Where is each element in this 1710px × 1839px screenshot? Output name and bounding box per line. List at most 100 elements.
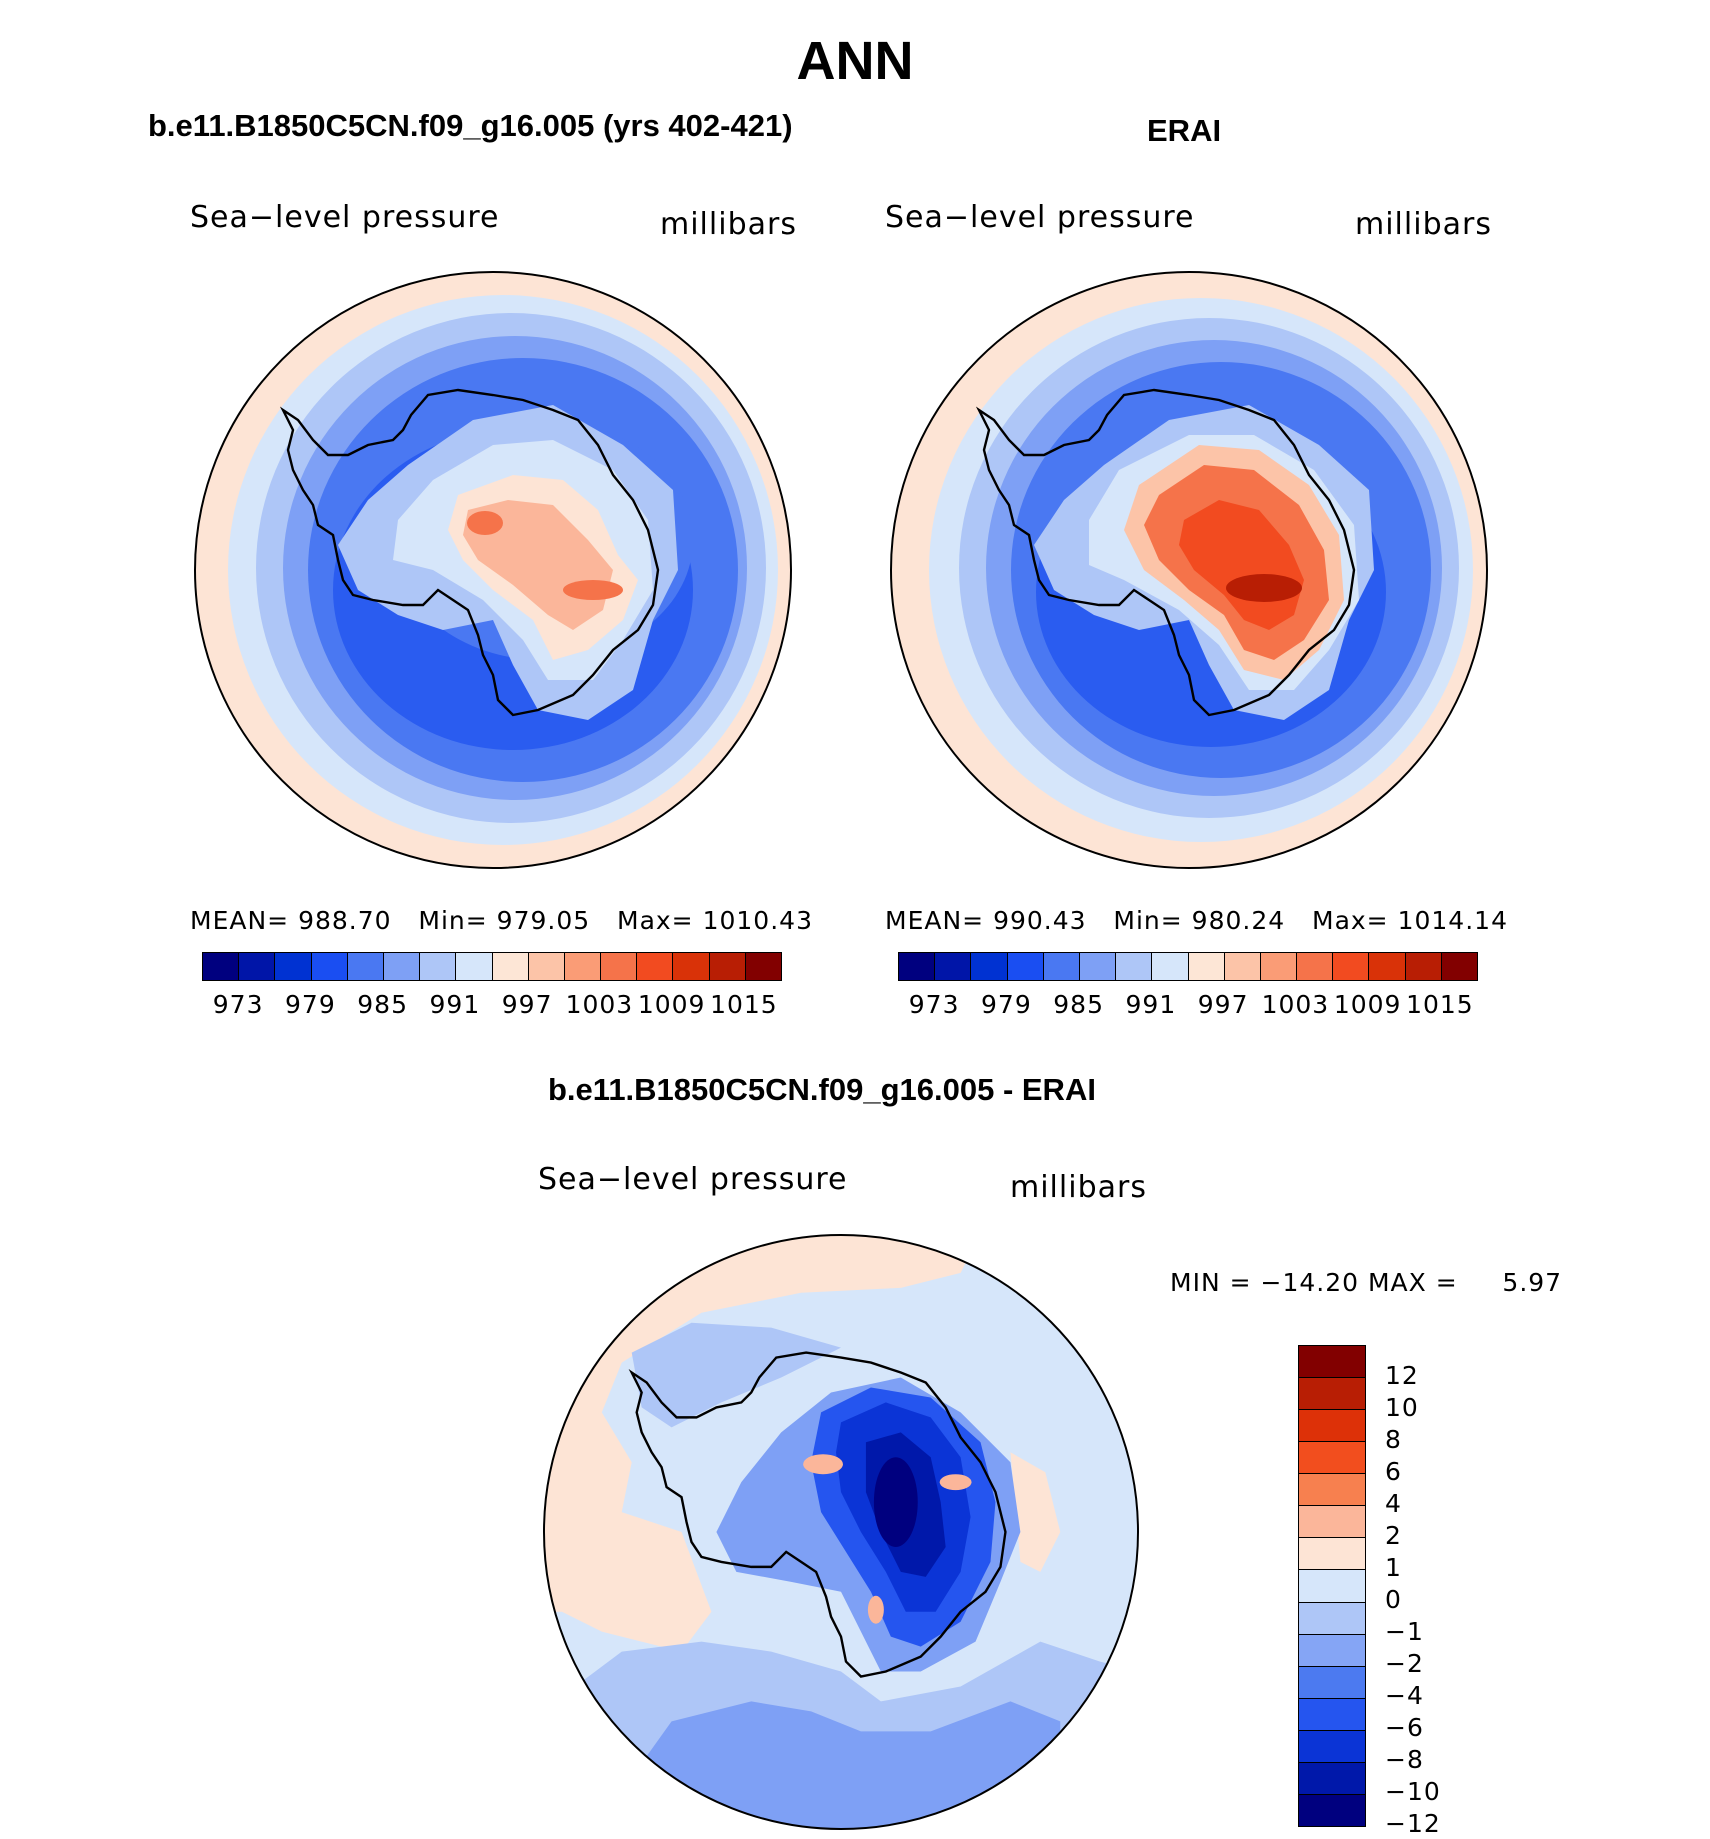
colorbar-swatch xyxy=(1116,953,1153,980)
colorbar-tick-label: 991 xyxy=(1125,990,1177,1019)
model-units-label: millibars xyxy=(660,207,797,242)
colorbar-swatch xyxy=(1405,953,1442,980)
colorbar-swatch xyxy=(1188,953,1225,980)
colorbar-swatch xyxy=(1299,1506,1365,1539)
high-pressure-max xyxy=(1226,574,1302,602)
diff-min-value: −14.20 xyxy=(1260,1268,1360,1297)
obs-max-label: Max= xyxy=(1312,906,1389,935)
map-boundary xyxy=(194,271,792,869)
positive-anomaly xyxy=(803,1454,843,1475)
colorbar-swatch xyxy=(1299,1698,1365,1731)
colorbar-swatch xyxy=(383,953,421,980)
colorbar-tick-label: 1015 xyxy=(710,990,778,1019)
antarctica-coastline xyxy=(628,1351,1007,1678)
negative-anomaly xyxy=(631,1322,841,1428)
colorbar-swatch xyxy=(1299,1762,1365,1795)
positive-anomaly xyxy=(939,1474,972,1491)
colorbar-swatch xyxy=(601,953,638,980)
colorbar-tick-label: −8 xyxy=(1385,1745,1424,1774)
colorbar-swatch xyxy=(935,953,972,980)
colorbar-tick-label: 1003 xyxy=(565,990,634,1019)
model-panel-title: b.e11.B1850C5CN.f09_g16.005 (yrs 402-421… xyxy=(148,108,793,143)
obs-units-label: millibars xyxy=(1355,207,1492,242)
colorbar-swatch xyxy=(456,953,493,980)
model-stats: MEAN= 988.70 Min= 979.05 Max= 1010.43 xyxy=(190,906,813,935)
colorbar-swatch xyxy=(1299,1346,1365,1379)
colorbar-tick-label: −4 xyxy=(1385,1681,1424,1710)
colorbar-swatch xyxy=(239,953,276,980)
diff-polar-map xyxy=(542,1233,1140,1831)
colorbar-tick-label: 0 xyxy=(1385,1585,1402,1614)
colorbar-tick-label: 1015 xyxy=(1406,990,1474,1019)
colorbar-tick-label: −12 xyxy=(1385,1809,1441,1838)
negative-anomaly xyxy=(621,1701,1061,1830)
colorbar-tick-label: 985 xyxy=(357,990,408,1019)
colorbar-swatch xyxy=(1299,1666,1365,1699)
antarctica-coastline xyxy=(975,388,1356,717)
colorbar-tick-label: 2 xyxy=(1385,1521,1402,1550)
model-colorbar-ticks: 973 979 985 991 997 1003 1009 1015 xyxy=(202,990,780,1020)
model-max-label: Max= xyxy=(617,906,694,935)
colorbar-swatch xyxy=(1441,953,1477,980)
obs-min-label: Min= xyxy=(1113,906,1183,935)
colorbar-swatch xyxy=(1079,953,1117,980)
model-polar-map xyxy=(194,271,792,869)
colorbar-swatch xyxy=(745,953,781,980)
model-max-value: 1010.43 xyxy=(702,906,813,935)
diff-colorbar xyxy=(1298,1345,1366,1827)
colorbar-swatch xyxy=(899,953,936,980)
model-mean-label: MEAN= xyxy=(190,906,290,935)
colorbar-swatch xyxy=(1369,953,1406,980)
colorbar-tick-label: 4 xyxy=(1385,1489,1402,1518)
colorbar-tick-label: 1003 xyxy=(1261,990,1330,1019)
antarctica-anomaly-min xyxy=(873,1457,918,1547)
colorbar-swatch xyxy=(420,953,457,980)
colorbar-swatch xyxy=(673,953,710,980)
colorbar-swatch xyxy=(1260,953,1298,980)
colorbar-swatch xyxy=(528,953,565,980)
page-title: ANN xyxy=(796,31,914,91)
colorbar-swatch xyxy=(347,953,384,980)
colorbar-tick-label: −6 xyxy=(1385,1713,1424,1742)
map-boundary xyxy=(890,271,1488,869)
colorbar-tick-label: 10 xyxy=(1385,1393,1419,1422)
colorbar-swatch xyxy=(1299,1602,1365,1635)
model-colorbar xyxy=(202,952,782,981)
obs-panel-title: ERAI xyxy=(1147,113,1222,148)
diff-colorbar-labels: 12 10 8 6 4 2 1 0 −1 −2 −4 −6 −8 −10 −12 xyxy=(1385,1345,1465,1838)
diff-max-label: MAX = xyxy=(1367,1268,1458,1297)
model-mean-value: 988.70 xyxy=(298,906,392,935)
obs-stats: MEAN= 990.43 Min= 980.24 Max= 1014.14 xyxy=(885,906,1508,935)
colorbar-swatch xyxy=(1299,1634,1365,1667)
colorbar-tick-label: −1 xyxy=(1385,1617,1424,1646)
colorbar-tick-label: 979 xyxy=(285,990,336,1019)
model-min-value: 979.05 xyxy=(496,906,591,935)
colorbar-swatch xyxy=(1224,953,1261,980)
diff-minmax: MIN = −14.20 MAX = 5.97 xyxy=(1170,1268,1562,1297)
diff-panel-title: b.e11.B1850C5CN.f09_g16.005 - ERAI xyxy=(548,1072,1096,1107)
diff-max-value: 5.97 xyxy=(1502,1268,1563,1297)
model-variable-label: Sea−level pressure xyxy=(190,200,500,235)
diff-min-label: MIN = xyxy=(1170,1268,1252,1297)
obs-mean-label: MEAN= xyxy=(885,906,985,935)
colorbar-swatch xyxy=(1299,1410,1365,1443)
obs-min-value: 980.24 xyxy=(1191,906,1286,935)
colorbar-tick-label: 997 xyxy=(1197,990,1249,1019)
colorbar-swatch xyxy=(1333,953,1370,980)
colorbar-tick-label: 6 xyxy=(1385,1457,1402,1486)
antarctica-coastline xyxy=(279,388,660,717)
high-pressure-max xyxy=(467,511,503,535)
colorbar-tick-label: −10 xyxy=(1385,1777,1441,1806)
colorbar-swatch xyxy=(971,953,1008,980)
colorbar-swatch xyxy=(1299,1442,1365,1475)
colorbar-tick-label: 979 xyxy=(981,990,1032,1019)
colorbar-tick-label: 973 xyxy=(212,990,264,1019)
colorbar-tick-label: 991 xyxy=(429,990,481,1019)
positive-anomaly xyxy=(543,1234,981,1652)
colorbar-tick-label: 997 xyxy=(501,990,553,1019)
colorbar-tick-label: 1009 xyxy=(1333,990,1402,1019)
colorbar-swatch xyxy=(1299,1570,1365,1603)
obs-polar-map xyxy=(890,271,1488,869)
model-min-label: Min= xyxy=(418,906,488,935)
colorbar-tick-label: 973 xyxy=(908,990,960,1019)
